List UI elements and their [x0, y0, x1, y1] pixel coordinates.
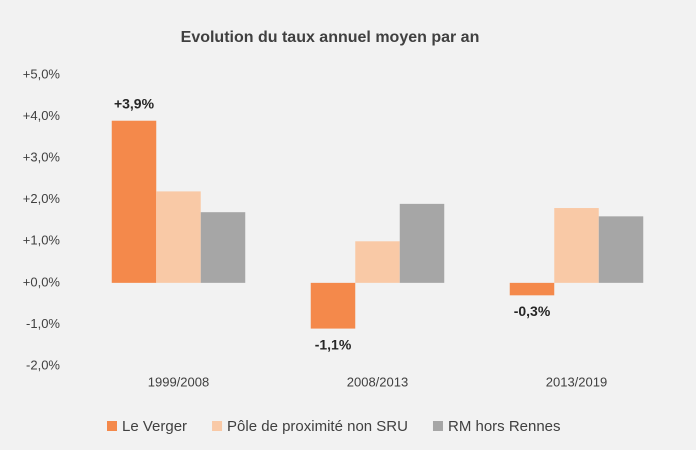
chart-title: Evolution du taux annuel moyen par an — [181, 29, 480, 46]
legend-swatch — [432, 421, 443, 431]
y-tick-label: +4,0% — [23, 108, 61, 123]
y-tick-label: +0,0% — [23, 274, 61, 289]
bar — [554, 208, 599, 283]
x-tick-label: 1999/2008 — [148, 374, 209, 389]
legend-label: Le Verger — [122, 418, 187, 435]
bar — [111, 120, 157, 283]
legend-label: Pôle de proximité non SRU — [227, 418, 408, 435]
x-tick-label: 2008/2013 — [347, 374, 408, 389]
value-label: -0,3% — [514, 303, 551, 319]
y-tick-label: +5,0% — [23, 66, 61, 81]
bar — [200, 212, 246, 283]
value-label: +3,9% — [114, 95, 155, 111]
x-tick-label: 2013/2019 — [546, 374, 607, 389]
y-tick-label: +2,0% — [23, 191, 61, 206]
legend-swatch — [107, 421, 117, 431]
bar — [598, 216, 644, 283]
legend-swatch — [212, 421, 223, 431]
legend-label: RM hors Rennes — [448, 418, 561, 435]
y-tick-label: +1,0% — [23, 233, 61, 248]
bar — [355, 241, 400, 283]
bar — [509, 282, 555, 296]
value-label: -1,1% — [315, 336, 352, 352]
bar — [156, 191, 201, 283]
y-tick-label: +3,0% — [23, 150, 61, 165]
bar — [399, 203, 445, 283]
y-tick-label: -1,0% — [26, 316, 60, 331]
bar — [310, 282, 356, 329]
y-tick-label: -2,0% — [26, 357, 60, 372]
